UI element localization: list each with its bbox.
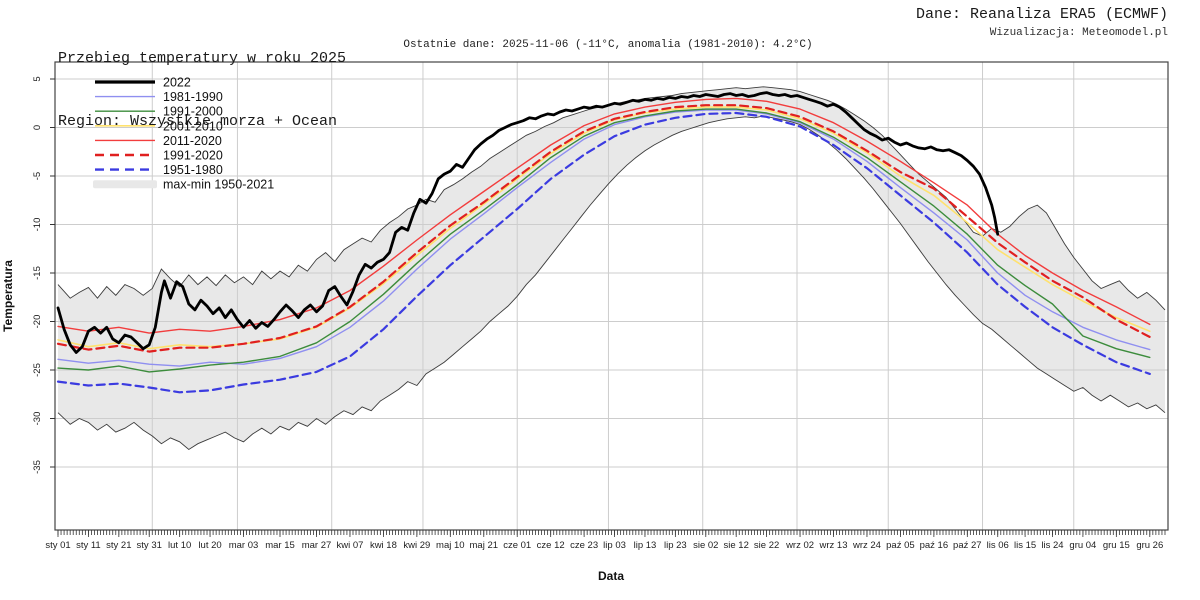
svg-text:wrz 13: wrz 13	[819, 540, 848, 551]
svg-text:maj 10: maj 10	[436, 540, 465, 551]
svg-text:sty 31: sty 31	[137, 540, 162, 551]
y-axis-ticks	[50, 78, 55, 468]
svg-text:sie 02: sie 02	[693, 540, 718, 551]
svg-text:lut 10: lut 10	[168, 540, 191, 551]
svg-text:-10: -10	[32, 218, 43, 232]
svg-text:paź 27: paź 27	[953, 540, 982, 551]
svg-text:0: 0	[32, 125, 43, 130]
legend-label: 1991-2020	[163, 149, 223, 163]
svg-text:lip 03: lip 03	[603, 540, 626, 551]
svg-text:lis 06: lis 06	[987, 540, 1009, 551]
series-1991-2000	[57, 108, 1151, 373]
svg-text:maj 21: maj 21	[470, 540, 499, 551]
svg-text:gru 04: gru 04	[1069, 540, 1096, 551]
svg-text:-30: -30	[32, 412, 43, 426]
legend-label: 1991-2000	[163, 105, 223, 119]
svg-text:paź 16: paź 16	[920, 540, 949, 551]
legend: 20221981-19901991-20002001-20102011-2020…	[93, 76, 274, 192]
svg-text:wrz 02: wrz 02	[785, 540, 814, 551]
legend-label: 1981-1990	[163, 90, 223, 104]
svg-text:-25: -25	[32, 363, 43, 377]
legend-label: 2001-2010	[163, 119, 223, 133]
svg-text:mar 27: mar 27	[302, 540, 332, 551]
svg-text:sty 11: sty 11	[76, 540, 101, 551]
legend-label: 1951-1980	[163, 163, 223, 177]
svg-text:gru 15: gru 15	[1103, 540, 1130, 551]
visualization-credit: Wizualizacja: Meteomodel.pl	[989, 27, 1168, 39]
band-lower-edge	[57, 115, 1166, 451]
x-tick-labels: sty 01 sty 11 sty 21 sty 31 lut 10 lut 20 mar …	[45, 540, 1163, 551]
svg-text:sie 22: sie 22	[754, 540, 779, 551]
svg-text:-15: -15	[32, 266, 43, 280]
svg-text:mar 03: mar 03	[229, 540, 259, 551]
svg-text:sty 01: sty 01	[45, 540, 70, 551]
svg-text:5: 5	[32, 76, 43, 81]
svg-text:-35: -35	[32, 460, 43, 474]
chart-title: Przebieg temperatury w roku 2025	[58, 50, 347, 67]
svg-text:lis 15: lis 15	[1014, 540, 1036, 551]
svg-text:sie 12: sie 12	[724, 540, 749, 551]
legend-label: max-min 1950-2021	[163, 178, 274, 192]
legend-label: 2011-2020	[163, 134, 222, 148]
svg-text:lut 20: lut 20	[198, 540, 221, 551]
svg-text:lip 23: lip 23	[664, 540, 687, 551]
svg-text:gru 26: gru 26	[1136, 540, 1163, 551]
svg-text:wrz 24: wrz 24	[852, 540, 881, 551]
chart-title-block: Przebieg temperatury w roku 2025 Region:…	[58, 6, 346, 174]
svg-text:-5: -5	[32, 172, 43, 180]
data-source: Dane: Reanaliza ERA5 (ECMWF)	[915, 6, 1168, 23]
legend-label: 2022	[163, 76, 191, 90]
legend-band-swatch	[93, 180, 157, 189]
svg-text:paź 05: paź 05	[886, 540, 915, 551]
svg-text:sty 21: sty 21	[106, 540, 131, 551]
series-1991-2020	[56, 104, 1151, 353]
series-1951-1980	[56, 111, 1151, 394]
svg-text:cze 01: cze 01	[503, 540, 531, 551]
svg-text:mar 15: mar 15	[265, 540, 295, 551]
y-tick-labels: 5 0 -5 -10 -15 -20 -25 -30 -35	[32, 76, 43, 474]
x-axis-ticks	[57, 530, 1166, 537]
svg-text:cze 12: cze 12	[537, 540, 565, 551]
svg-text:lis 24: lis 24	[1041, 540, 1063, 551]
last-data-subtitle: Ostatnie dane: 2025-11-06 (-11°C, anomal…	[403, 39, 813, 51]
svg-text:-20: -20	[32, 315, 43, 329]
svg-text:cze 23: cze 23	[570, 540, 598, 551]
svg-text:kwi 29: kwi 29	[403, 540, 430, 551]
y-axis-title: Temperatura	[1, 260, 15, 332]
gridlines	[55, 62, 1168, 530]
data-source-block: Dane: Reanaliza ERA5 (ECMWF) Wizualizacj…	[916, 6, 1168, 39]
series-2022	[56, 91, 1000, 354]
chart-region: Region: Wszystkie morza + Ocean	[58, 113, 338, 130]
svg-text:lip 13: lip 13	[634, 540, 657, 551]
svg-text:kwi 18: kwi 18	[370, 540, 397, 551]
series-2011-2020	[57, 97, 1151, 334]
x-axis-title: Data	[597, 569, 624, 583]
svg-text:kwi 07: kwi 07	[336, 540, 363, 551]
